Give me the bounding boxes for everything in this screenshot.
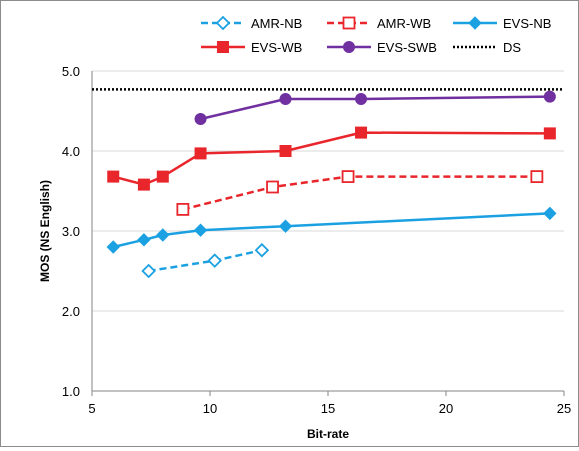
series-evs-swb	[194, 90, 556, 125]
y-tick-label: 3.0	[62, 224, 80, 239]
data-point-evs-nb	[156, 228, 170, 242]
series-line-amr-nb	[148, 248, 263, 273]
data-point-evs-nb	[106, 240, 120, 254]
x-tick-labels: 5 10 15 20 25	[88, 401, 571, 416]
data-point-amr-wb	[176, 202, 190, 216]
data-point-evs-swb	[543, 90, 556, 103]
axes	[91, 71, 565, 396]
legend-label-evs-wb: EVS-WB	[251, 40, 302, 55]
data-point-evs-nb	[193, 223, 208, 237]
x-tick-label: 15	[321, 401, 335, 416]
data-point-evs-wb	[543, 127, 556, 140]
data-point-evs-wb	[355, 126, 368, 139]
legend-label-evs-nb: EVS-NB	[503, 16, 551, 31]
series-line-evs-swb	[200, 95, 550, 121]
data-point-evs-swb	[355, 93, 368, 105]
data-point-evs-swb	[194, 113, 207, 125]
data-point-evs-wb	[279, 145, 292, 157]
legend-item-amr-nb: AMR-NB	[201, 15, 302, 31]
x-tick-label: 25	[557, 401, 571, 416]
series-line-evs-wb	[112, 131, 550, 186]
x-tick-label: 10	[203, 401, 217, 416]
legend-marker-amr-wb	[342, 16, 356, 30]
series-amr-wb	[176, 170, 544, 216]
legend-marker-evs-wb	[217, 41, 229, 53]
data-point-evs-wb	[194, 147, 207, 160]
grid-lines	[92, 70, 564, 312]
series-line-amr-wb	[182, 175, 537, 211]
data-point-evs-swb	[279, 93, 292, 105]
data-point-amr-nb	[254, 242, 270, 258]
legend-label-amr-wb: AMR-WB	[377, 16, 431, 31]
y-axis-title: MOS (NS English)	[38, 180, 52, 282]
y-tick-label: 5.0	[62, 64, 80, 79]
legend-marker-evs-swb	[343, 41, 355, 53]
y-tick-label: 2.0	[62, 304, 80, 319]
data-point-amr-wb	[266, 180, 279, 194]
x-axis-title: Bit-rate	[307, 427, 349, 441]
data-point-evs-nb	[543, 206, 557, 221]
legend-item-evs-nb: EVS-NB	[453, 16, 551, 31]
data-point-amr-nb	[141, 263, 156, 279]
y-tick-label: 4.0	[62, 144, 80, 159]
series-amr-nb	[141, 242, 270, 279]
legend-item-evs-swb: EVS-SWB	[327, 40, 437, 55]
x-tick-label: 5	[88, 401, 95, 416]
data-point-evs-wb	[107, 170, 120, 183]
series-evs-wb	[107, 126, 556, 191]
series-evs-nb	[106, 206, 557, 254]
series-line-evs-nb	[112, 212, 550, 249]
y-tick-labels: 1.0 2.0 3.0 4.0 5.0	[62, 64, 80, 399]
data-point-evs-nb	[278, 219, 293, 233]
data-point-amr-wb	[341, 170, 355, 184]
data-point-evs-wb	[137, 178, 150, 191]
legend-label-ds: DS	[503, 40, 521, 55]
data-point-evs-wb	[156, 170, 169, 183]
legend-item-evs-wb: EVS-WB	[201, 40, 302, 55]
legend-item-ds: DS	[453, 40, 521, 55]
x-tick-label: 20	[439, 401, 453, 416]
legend-label-amr-nb: AMR-NB	[251, 16, 302, 31]
legend: AMR-NB AMR-WB EVS-NB EVS-WB EVS-SWB DS	[201, 15, 551, 55]
y-tick-label: 1.0	[62, 384, 80, 399]
data-point-amr-wb	[530, 170, 544, 184]
legend-item-amr-wb: AMR-WB	[327, 16, 431, 31]
series	[92, 88, 564, 279]
data-point-amr-nb	[207, 253, 222, 268]
data-point-evs-nb	[137, 233, 151, 247]
legend-marker-evs-nb	[468, 16, 482, 30]
legend-marker-amr-nb	[215, 15, 231, 31]
legend-label-evs-swb: EVS-SWB	[377, 40, 437, 55]
